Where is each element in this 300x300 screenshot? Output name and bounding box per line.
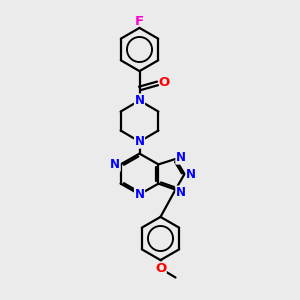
Text: O: O xyxy=(155,262,166,275)
Text: N: N xyxy=(176,151,186,164)
Text: N: N xyxy=(110,158,120,171)
Text: N: N xyxy=(176,186,186,199)
Text: N: N xyxy=(134,135,145,148)
Text: F: F xyxy=(135,15,144,28)
Text: N: N xyxy=(134,188,145,201)
Text: O: O xyxy=(158,76,170,89)
Text: N: N xyxy=(186,167,196,181)
Text: N: N xyxy=(134,94,145,107)
